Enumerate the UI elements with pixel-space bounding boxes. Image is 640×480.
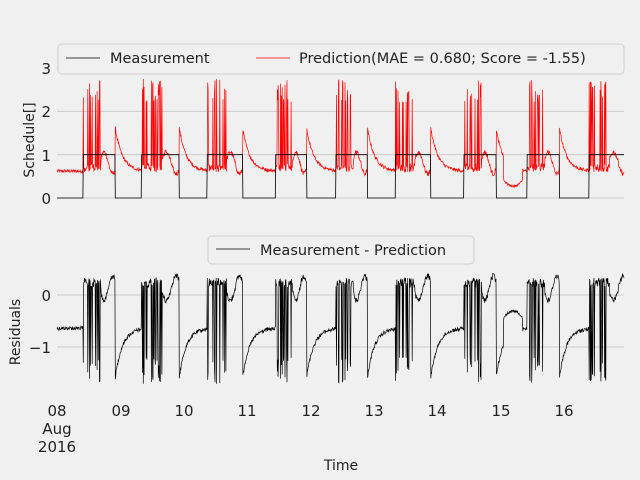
top-legend: Measurement Prediction(MAE = 0.680; Scor… bbox=[57, 43, 625, 75]
xtick-14: 14 bbox=[427, 402, 446, 420]
xtick-year: 2016 bbox=[38, 438, 76, 456]
xtick-12: 12 bbox=[301, 402, 320, 420]
xtick-month: Aug bbox=[42, 420, 71, 438]
xtick-10: 10 bbox=[174, 402, 193, 420]
legend-residual-label: Measurement - Prediction bbox=[260, 243, 446, 259]
legend-measurement-label: Measurement bbox=[110, 51, 210, 67]
top-panel: 0 1 2 3 Schedule[] Measurement Predictio… bbox=[22, 43, 625, 208]
prediction-series-line bbox=[56, 78, 625, 189]
xtick-08: 08 bbox=[47, 402, 66, 420]
x-axis-label: Time bbox=[323, 458, 358, 474]
bottom-legend-box bbox=[207, 235, 475, 265]
bottom-ytick-neg1: −1 bbox=[29, 339, 51, 357]
xtick-15: 15 bbox=[491, 402, 510, 420]
xtick-13: 13 bbox=[364, 402, 383, 420]
top-legend-box bbox=[57, 43, 625, 75]
x-axis-ticks: 08 09 10 11 12 13 14 15 16 Aug 2016 bbox=[38, 402, 574, 456]
xtick-11: 11 bbox=[237, 402, 256, 420]
bottom-legend: Measurement - Prediction bbox=[207, 235, 475, 265]
xtick-16: 16 bbox=[554, 402, 573, 420]
legend-prediction-label: Prediction(MAE = 0.680; Score = -1.55) bbox=[299, 51, 586, 67]
bottom-series bbox=[56, 272, 625, 384]
measurement-series-line bbox=[57, 154, 624, 199]
residual-series-line bbox=[56, 272, 625, 384]
xtick-09: 09 bbox=[111, 402, 130, 420]
top-ytick-1: 1 bbox=[41, 147, 51, 165]
top-ytick-0: 0 bbox=[41, 190, 51, 208]
bottom-ytick-0: 0 bbox=[41, 287, 51, 305]
bottom-panel: 0 −1 Residuals Measurement - Prediction … bbox=[8, 235, 625, 474]
top-ylabel: Schedule[] bbox=[22, 102, 38, 177]
top-series bbox=[56, 78, 625, 199]
bottom-ylabel: Residuals bbox=[8, 299, 24, 365]
top-ytick-2: 2 bbox=[41, 103, 51, 121]
top-ytick-3: 3 bbox=[41, 60, 51, 78]
